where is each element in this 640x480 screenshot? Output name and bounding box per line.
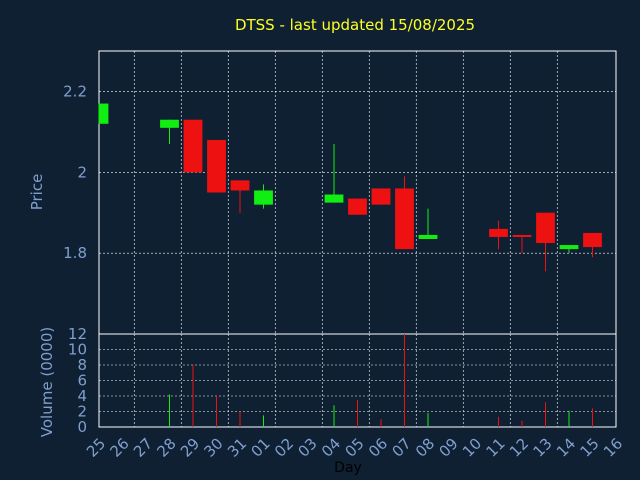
volume-y-tick: 8 [77,356,87,374]
candle-body [536,212,555,244]
price-axis-label: Price [28,174,46,211]
candle-body [324,194,344,203]
candles [98,103,602,272]
x-axis-label: Day [334,460,362,476]
price-y-tick: 2.2 [63,82,87,100]
candle-body [371,188,391,205]
candle-body [160,119,179,128]
volume-y-tick: 12 [68,325,87,343]
candle-body [418,234,438,239]
candle-body [183,119,203,173]
candle-body [583,232,602,248]
price-grid-vertical [133,51,558,334]
volume-y-tick: 6 [77,372,87,390]
volume-y-tick: 10 [68,341,87,359]
candle-body [559,245,579,250]
volume-y-tick: 2 [77,403,87,421]
candle-body [512,234,532,237]
price-y-tick-labels: 1.8 2 2.2 [63,82,87,262]
volume-y-tick: 0 [77,418,87,436]
candle-body [489,228,508,237]
volume-axis-label: Volume (0000) [38,327,56,437]
candle-body [254,190,273,205]
volume-y-tick: 4 [77,387,87,405]
candle-body [230,180,250,191]
price-y-tick: 1.8 [63,244,87,262]
volume-grid-vertical [133,334,558,427]
volume-bars [169,334,593,427]
candle-body [99,103,109,124]
chart-title: DTSS - last updated 15/08/2025 [235,16,475,34]
candle-body [207,139,226,193]
candle-body [395,188,414,250]
x-tick-labels: 2526272829303101020304050607080910111213… [83,435,626,461]
price-y-tick: 2 [77,163,87,181]
candle-body [348,198,367,215]
price-panel: 1.8 2 2.2 Price [28,50,617,335]
